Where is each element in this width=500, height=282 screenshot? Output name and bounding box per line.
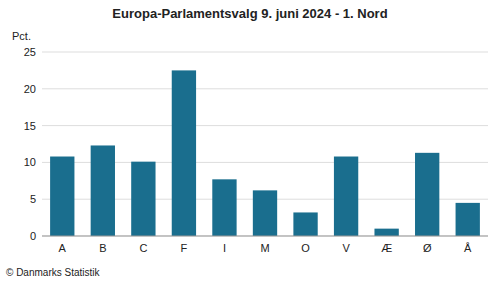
bar: [212, 179, 236, 236]
x-tick-label: B: [99, 242, 106, 254]
x-tick-label: I: [223, 242, 226, 254]
bar: [415, 153, 439, 236]
bar: [374, 229, 398, 236]
x-tick-label: Æ: [381, 242, 392, 254]
grid-line: [42, 236, 488, 237]
y-tick-label: 5: [30, 193, 36, 205]
bar: [334, 157, 358, 236]
grid-line: [42, 125, 488, 126]
x-tick-label: Å: [464, 242, 472, 254]
y-tick-label: 15: [24, 120, 36, 132]
x-tick-label: O: [301, 242, 310, 254]
y-tick-label: 25: [24, 46, 36, 58]
bar: [172, 70, 196, 236]
x-tick-label: Ø: [423, 242, 432, 254]
title: Europa-Parlamentsvalg 9. juni 2024 - 1. …: [112, 6, 387, 21]
chart-svg: Europa-Parlamentsvalg 9. juni 2024 - 1. …: [0, 0, 500, 282]
bars: [50, 70, 480, 236]
grid: [42, 52, 488, 236]
y-axis-label: Pct.: [12, 30, 31, 42]
y-tick-label: 10: [24, 156, 36, 168]
x-tick-label: A: [59, 242, 67, 254]
bar: [131, 162, 155, 236]
x-axis-line: [42, 236, 488, 237]
grid-line: [42, 88, 488, 89]
x-tick-label: M: [260, 242, 269, 254]
footer: © Danmarks Statistik: [6, 267, 101, 278]
bar: [293, 212, 317, 236]
x-tick-label: C: [139, 242, 147, 254]
chart-container: Europa-Parlamentsvalg 9. juni 2024 - 1. …: [0, 0, 500, 282]
x-tick-label: F: [181, 242, 188, 254]
bar: [253, 190, 277, 236]
y-tick-label: 20: [24, 83, 36, 95]
grid-line: [42, 52, 488, 53]
y-tick-label: 0: [30, 230, 36, 242]
bar: [91, 145, 115, 236]
bar: [456, 203, 480, 236]
bar: [50, 157, 74, 236]
x-tick-label: V: [342, 242, 350, 254]
